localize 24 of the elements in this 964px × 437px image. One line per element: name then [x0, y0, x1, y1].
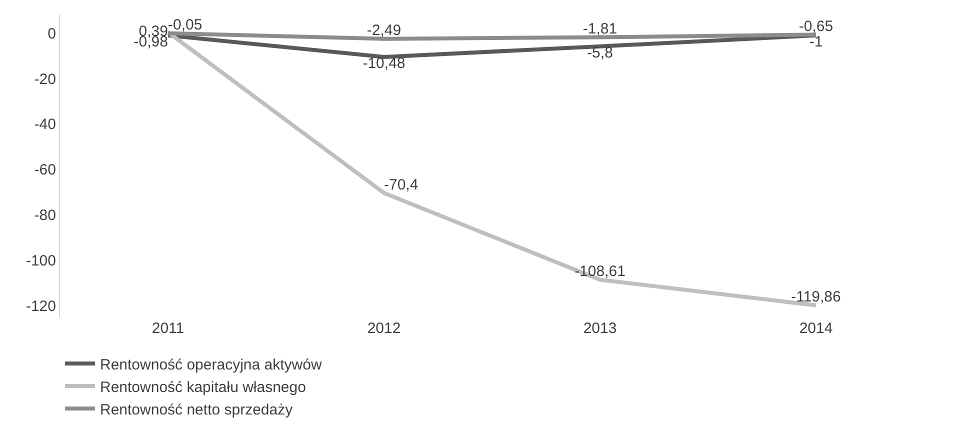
y-tick-label: -40: [34, 116, 56, 134]
y-tick-label: -20: [34, 70, 56, 88]
x-tick-label: 2011: [152, 320, 184, 337]
data-label: -119,86: [791, 288, 841, 306]
y-tick-label: -120: [26, 298, 56, 315]
data-label: -5,8: [587, 44, 613, 62]
legend-label: Rentowność operacyjna aktywów: [100, 356, 322, 374]
y-tick-label: 0: [48, 25, 56, 42]
data-label: -108,61: [574, 263, 626, 280]
data-label: -70,4: [384, 176, 418, 194]
y-tick-label: -80: [34, 207, 56, 224]
y-tick-label: -100: [26, 252, 56, 270]
data-label: -1: [809, 34, 823, 51]
data-label: -1,81: [582, 20, 618, 38]
x-tick-label: 2014: [799, 320, 833, 337]
data-label: -0,65: [798, 18, 834, 35]
x-tick-label: 2013: [583, 320, 617, 337]
x-tick-label: 2012: [367, 320, 401, 337]
data-label: -0,05: [168, 16, 202, 34]
legend-label: Rentowność netto sprzedaży: [100, 401, 294, 418]
data-label: -10,48: [362, 55, 406, 72]
data-label: -2,49: [366, 22, 402, 40]
legend-label: Rentowność kapitału własnego: [100, 378, 306, 396]
y-tick-label: -60: [34, 162, 56, 179]
